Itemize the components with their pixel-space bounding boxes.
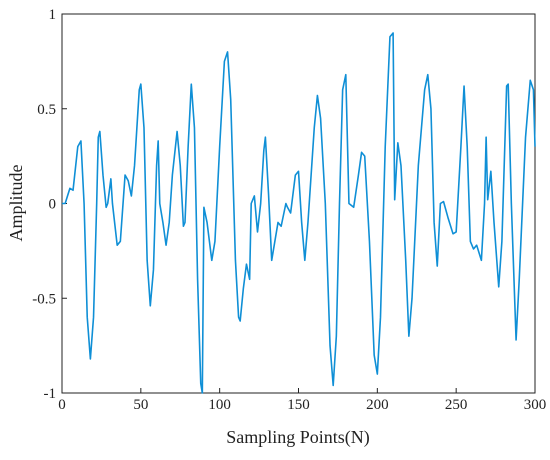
y-tick-label: 0 [49,197,57,213]
x-tick-label: 250 [445,397,468,413]
y-tick-label: -1 [44,386,57,402]
x-tick-label: 0 [58,397,66,413]
y-tick-label: 0.5 [37,102,56,118]
x-tick-label: 100 [208,397,231,413]
y-tick-label: -0.5 [32,291,56,307]
y-axis-label: Amplitude [6,164,26,241]
x-axis-label: Sampling Points(N) [226,427,370,448]
x-tick-label: 300 [524,397,547,413]
line-series [62,32,536,394]
x-tick-label: 50 [133,397,148,413]
x-tick-label: 200 [366,397,389,413]
plot-frame [61,13,536,394]
y-tick-label: 1 [49,7,57,23]
x-tick-label: 150 [287,397,310,413]
